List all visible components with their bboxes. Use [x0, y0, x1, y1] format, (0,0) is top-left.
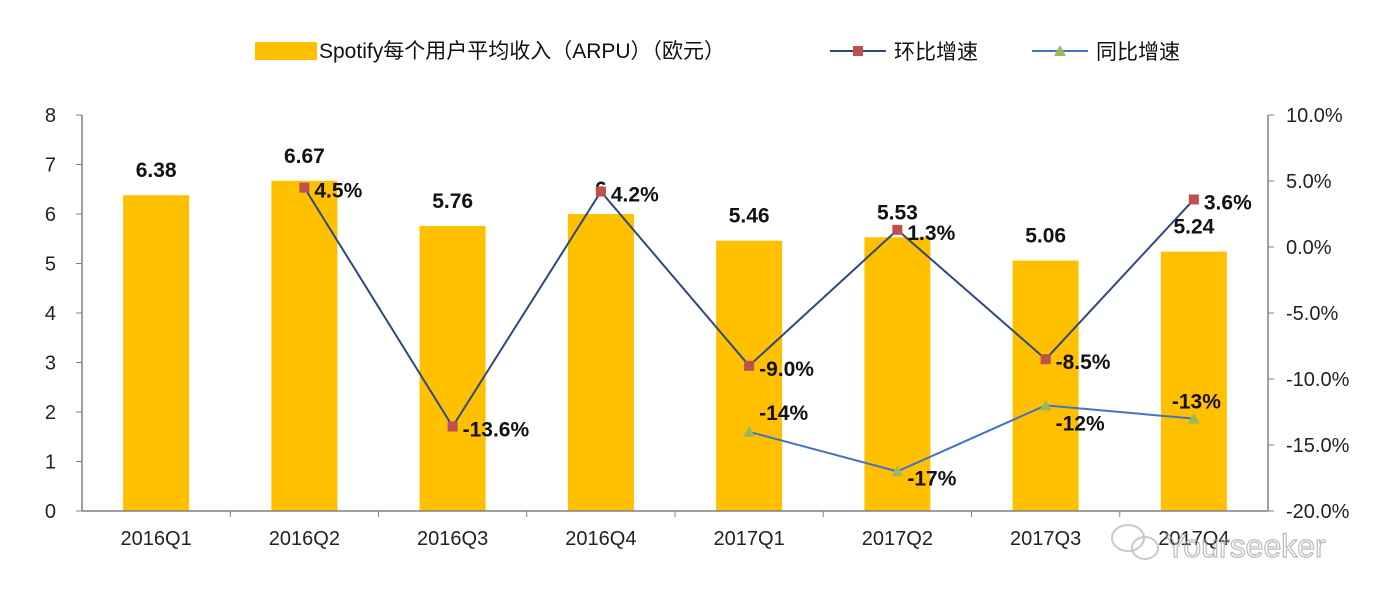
- bar-2016Q2: [271, 180, 338, 511]
- left-tick-label: 0: [45, 501, 56, 523]
- legend-marker-square-icon: [853, 46, 863, 56]
- left-tick-label: 6: [45, 204, 56, 226]
- line-data-label: -8.5%: [1056, 351, 1111, 374]
- line-data-label: -12%: [1056, 412, 1105, 435]
- left-tick-label: 8: [45, 105, 56, 127]
- left-tick-label: 1: [45, 452, 56, 474]
- x-tick-label: 2016Q4: [565, 528, 636, 550]
- line-data-label: -13%: [1172, 391, 1221, 414]
- watermark: Yourseeker: [1165, 528, 1326, 564]
- right-tick-label: 10.0%: [1286, 105, 1343, 127]
- legend-swatch-arpu: [255, 42, 317, 60]
- line-data-label: -14%: [759, 402, 808, 425]
- qoq-marker: [892, 224, 903, 235]
- bar-2016Q4: [567, 214, 634, 511]
- line-data-label: 4.5%: [314, 180, 362, 203]
- line-data-label: -13.6%: [463, 419, 530, 442]
- legend-label-0: 环比增速: [894, 41, 978, 64]
- bar-data-label: 5.53: [877, 201, 918, 224]
- line-data-label: -17%: [907, 467, 956, 490]
- qoq-marker: [595, 186, 606, 197]
- legend-marker-triangle-icon: [1054, 45, 1066, 56]
- legend-label-1: 同比增速: [1096, 41, 1180, 64]
- bar-2017Q3: [1012, 260, 1079, 511]
- qoq-marker: [1040, 354, 1051, 365]
- legend-label-arpu: Spotify每个用户平均收入（ARPU）（欧元）: [319, 40, 725, 63]
- bar-2017Q1: [716, 240, 783, 512]
- bar-data-label: 5.24: [1173, 216, 1214, 239]
- yoy-marker: [743, 425, 756, 437]
- bar-data-label: 5.06: [1025, 225, 1066, 248]
- qoq-marker: [1188, 194, 1199, 205]
- x-tick-label: 2016Q3: [417, 528, 488, 550]
- left-tick-label: 3: [45, 353, 56, 375]
- left-tick-label: 7: [45, 155, 56, 177]
- bar-2017Q4: [1160, 251, 1227, 511]
- yoy-marker: [891, 465, 904, 477]
- right-tick-label: -20.0%: [1286, 501, 1350, 523]
- wechat-logo-icon-2: [1131, 536, 1159, 560]
- x-tick-label: 2017Q2: [862, 528, 933, 550]
- line-data-label: 4.2%: [611, 184, 659, 207]
- right-tick-label: 0.0%: [1286, 237, 1332, 259]
- x-tick-label: 2017Q1: [714, 528, 785, 550]
- bar-data-label: 6.38: [136, 159, 177, 182]
- line-data-label: 3.6%: [1204, 191, 1252, 214]
- qoq-marker: [744, 360, 755, 371]
- qoq-marker: [447, 421, 458, 432]
- left-tick-label: 5: [45, 254, 56, 276]
- line-data-label: 1.3%: [907, 222, 955, 245]
- qoq-marker: [299, 182, 310, 193]
- bar-2016Q3: [419, 225, 486, 511]
- line-data-label: -9.0%: [759, 358, 814, 381]
- right-tick-label: -10.0%: [1286, 369, 1350, 391]
- bar-data-label: 6.67: [284, 145, 325, 168]
- bar-data-label: 5.76: [432, 190, 473, 213]
- x-tick-label: 2016Q2: [269, 528, 340, 550]
- right-tick-label: -15.0%: [1286, 435, 1350, 457]
- x-tick-label: 2016Q1: [121, 528, 192, 550]
- x-tick-label: 2017Q4: [1158, 528, 1229, 550]
- yoy-marker: [1039, 399, 1052, 411]
- left-tick-label: 2: [45, 402, 56, 424]
- bar-data-label: 5.46: [729, 205, 770, 228]
- line-yoy: [748, 404, 1194, 473]
- left-tick-label: 4: [45, 303, 56, 325]
- right-tick-label: 5.0%: [1286, 171, 1332, 193]
- yoy-marker: [1187, 412, 1200, 424]
- right-tick-label: -5.0%: [1286, 303, 1338, 325]
- x-tick-label: 2017Q3: [1010, 528, 1081, 550]
- bar-2016Q1: [123, 195, 190, 511]
